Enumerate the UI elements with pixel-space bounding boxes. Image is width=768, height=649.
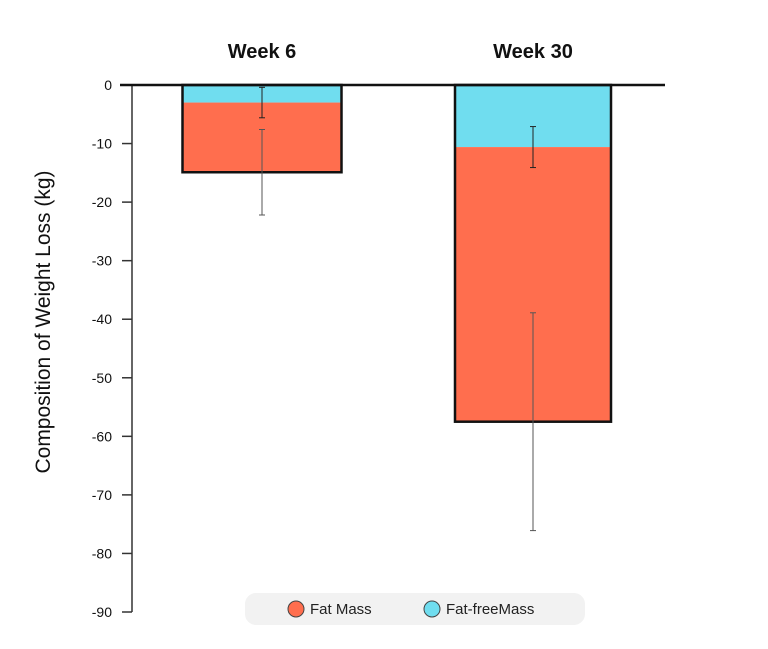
y-tick-label: -60 — [92, 428, 112, 444]
y-tick-label: -80 — [92, 545, 112, 561]
y-tick-label: -30 — [92, 253, 112, 269]
y-tick-label: 0 — [104, 77, 112, 93]
legend-swatch — [287, 600, 305, 618]
y-tick-label: -90 — [92, 604, 112, 620]
y-tick-label: -70 — [92, 487, 112, 503]
legend-label: Fat-freeMass — [446, 601, 534, 618]
legend: Fat Mass Fat-freeMass — [245, 593, 585, 625]
y-tick-label: -10 — [92, 136, 112, 152]
legend-swatch — [423, 600, 441, 618]
y-tick-label: -20 — [92, 194, 112, 210]
legend-box — [245, 593, 585, 625]
y-tick-label: -40 — [92, 311, 112, 327]
y-tick-label: -50 — [92, 370, 112, 386]
legend-label: Fat Mass — [310, 601, 372, 618]
y-axis-label: Composition of Weight Loss (kg) — [32, 170, 55, 473]
category-label: Week 30 — [493, 41, 573, 63]
category-label: Week 6 — [228, 41, 297, 63]
